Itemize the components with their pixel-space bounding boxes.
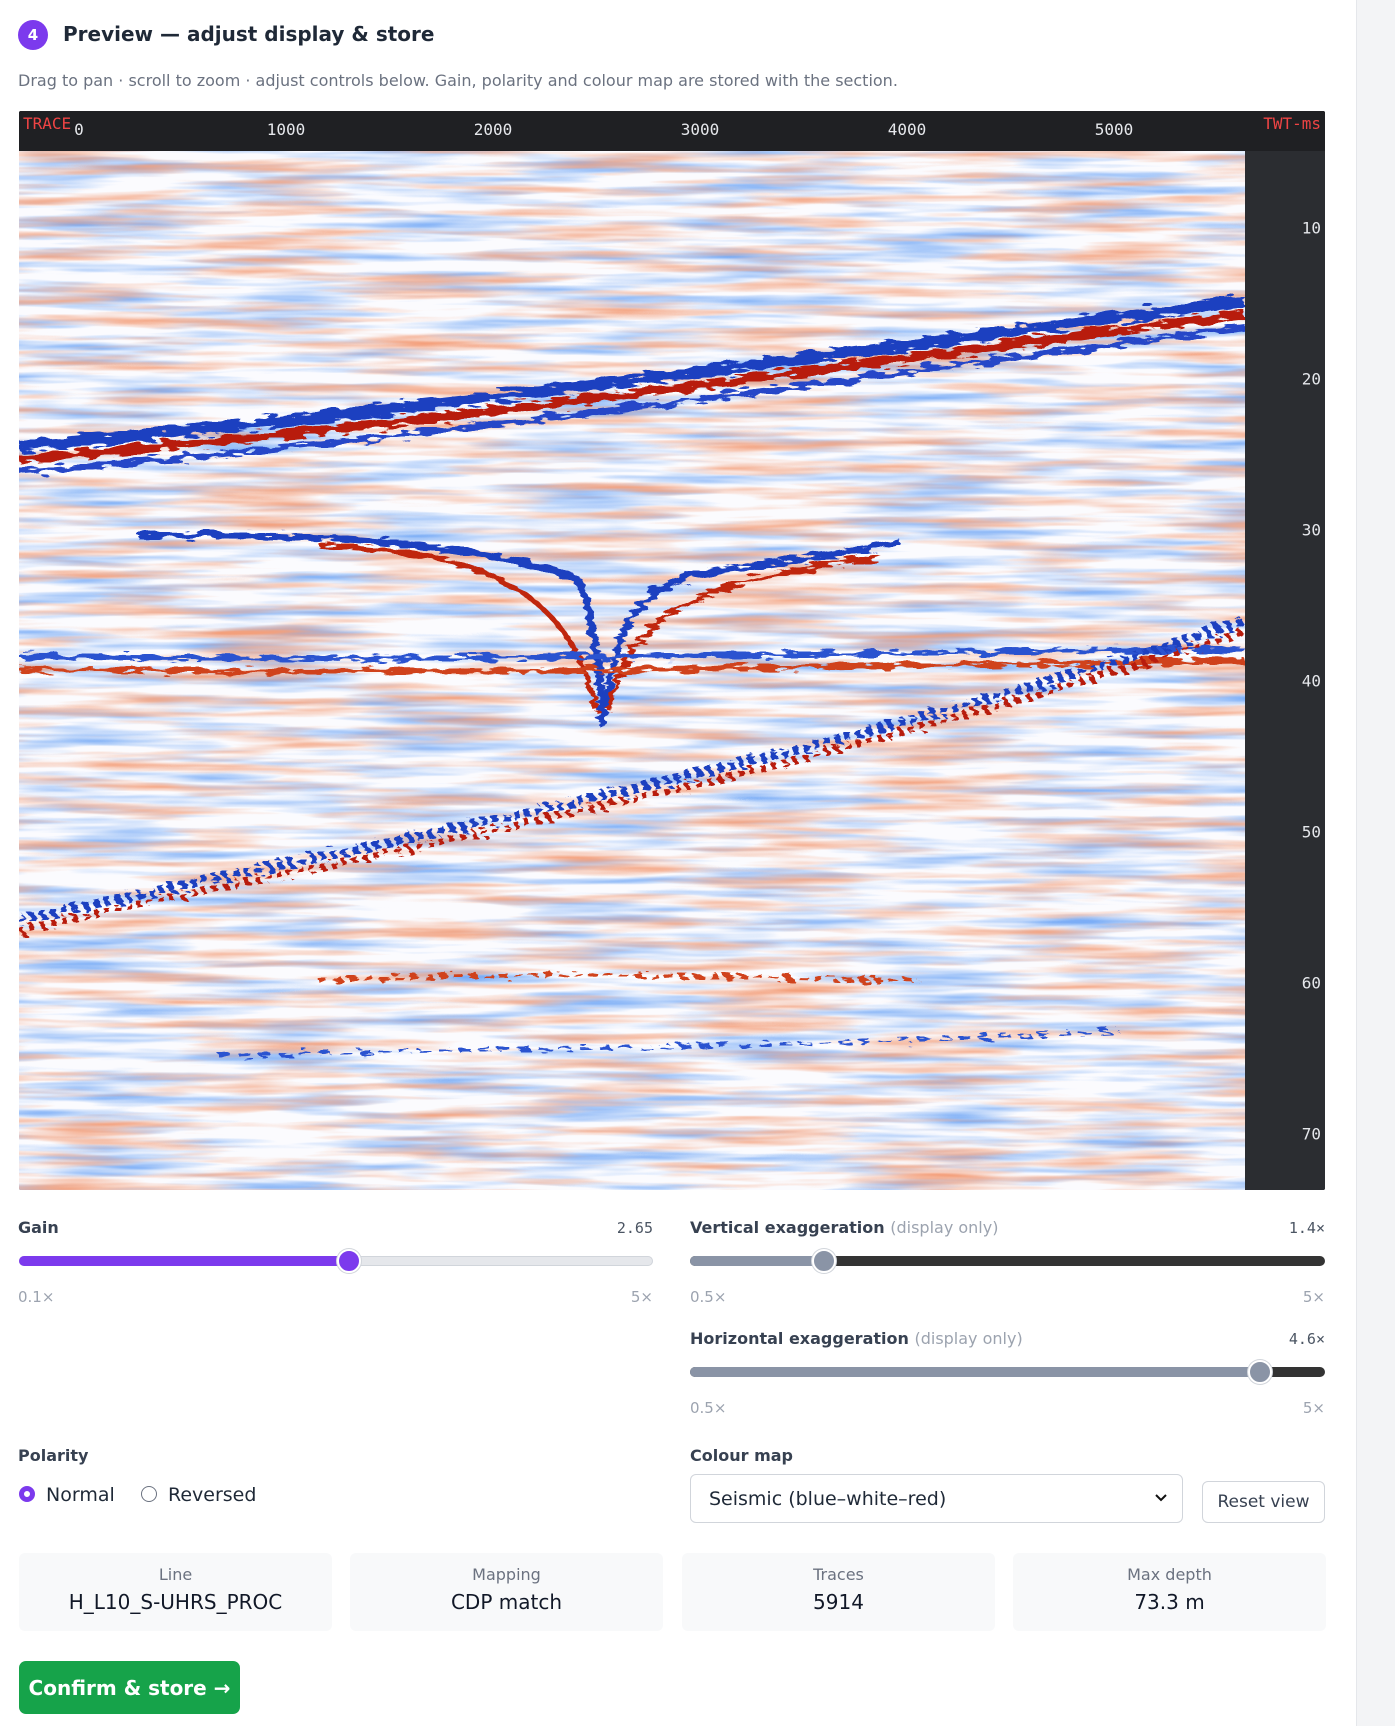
y-tick-label: 70 [1301,1124,1321,1144]
card-value: H_L10_S-UHRS_PROC [68,1590,283,1614]
gain-thumb[interactable] [337,1249,361,1273]
radio-normal-label[interactable]: Normal [46,1484,115,1506]
radio-reversed[interactable] [141,1486,157,1502]
y-tick-label: 20 [1301,369,1321,389]
radio-normal[interactable] [19,1486,35,1502]
x-tick-label: 2000 [473,120,513,139]
y-tick-label: 10 [1301,218,1321,238]
hex-label-text: Horizontal exaggeration [690,1329,909,1348]
info-card: Mapping CDP match [350,1553,663,1631]
info-card: Max depth 73.3 m [1013,1553,1326,1631]
depth-axis-bar [1245,151,1325,1190]
vex-label: Vertical exaggeration (display only) [690,1218,998,1237]
seismic-section[interactable]: TRACE TWT-ms 0 1000 2000 3000 4000 5000 10 20 30… [19,111,1325,1190]
hex-note: (display only) [914,1329,1023,1348]
hex-label: Horizontal exaggeration (display only) [690,1329,1023,1348]
hex-max: 5× [1302,1399,1325,1417]
vex-value: 1.4× [1288,1219,1325,1237]
hex-min: 0.5× [690,1399,727,1417]
vex-thumb[interactable] [812,1249,836,1273]
step-badge: 4 [18,20,48,50]
card-label: Max depth [1127,1565,1212,1584]
seismic-image [19,151,1245,1190]
vex-max: 5× [1302,1288,1325,1306]
radio-reversed-label[interactable]: Reversed [168,1484,257,1506]
trace-axis-bar [19,111,1325,151]
x-axis-label: TRACE [23,114,72,133]
polarity-label: Polarity [18,1446,89,1465]
info-card: Traces 5914 [682,1553,995,1631]
hex-thumb[interactable] [1248,1360,1272,1384]
y-axis-label: TWT-ms [1263,114,1321,133]
y-tick-label: 50 [1301,822,1321,842]
card-value: 73.3 m [1134,1590,1205,1614]
subtitle: Drag to pan · scroll to zoom · adjust co… [18,71,898,90]
colour-map-value: Seismic (blue–white–red) [709,1488,947,1510]
gain-fill [19,1256,349,1266]
confirm-button[interactable]: Confirm & store → [19,1661,240,1714]
vex-min: 0.5× [690,1288,727,1306]
card-label: Traces [813,1565,864,1584]
vex-note: (display only) [890,1218,999,1237]
card-value: CDP match [450,1590,563,1614]
gain-label: Gain [18,1218,59,1237]
gain-value: 2.65 [616,1219,653,1237]
card-label: Line [158,1565,193,1584]
x-tick-label: 5000 [1094,120,1134,139]
hex-fill [690,1367,1260,1377]
y-tick-label: 40 [1301,671,1321,691]
x-tick-label: 3000 [680,120,720,139]
side-panel [1356,0,1395,1726]
x-tick-label: 4000 [887,120,927,139]
select-chevron [1155,1494,1167,1502]
y-tick-label: 60 [1301,973,1321,993]
title: Preview — adjust display & store [63,22,435,46]
card-label: Mapping [472,1565,541,1584]
vex-track[interactable] [690,1256,1325,1266]
gain-max: 5× [630,1288,653,1306]
vex-fill [690,1256,824,1266]
y-tick-label: 30 [1301,520,1321,540]
x-tick-label: 1000 [266,120,306,139]
card-value: 5914 [813,1590,864,1614]
info-card: Line H_L10_S-UHRS_PROC [19,1553,332,1631]
x-tick-label: 0 [74,120,84,139]
reset-view-button[interactable]: Reset view [1202,1481,1325,1523]
hex-value: 4.6× [1288,1330,1325,1348]
gain-min: 0.1× [18,1288,55,1306]
colour-map-select[interactable]: Seismic (blue–white–red) [690,1474,1183,1523]
vex-label-text: Vertical exaggeration [690,1218,885,1237]
colour-map-label: Colour map [690,1446,793,1465]
